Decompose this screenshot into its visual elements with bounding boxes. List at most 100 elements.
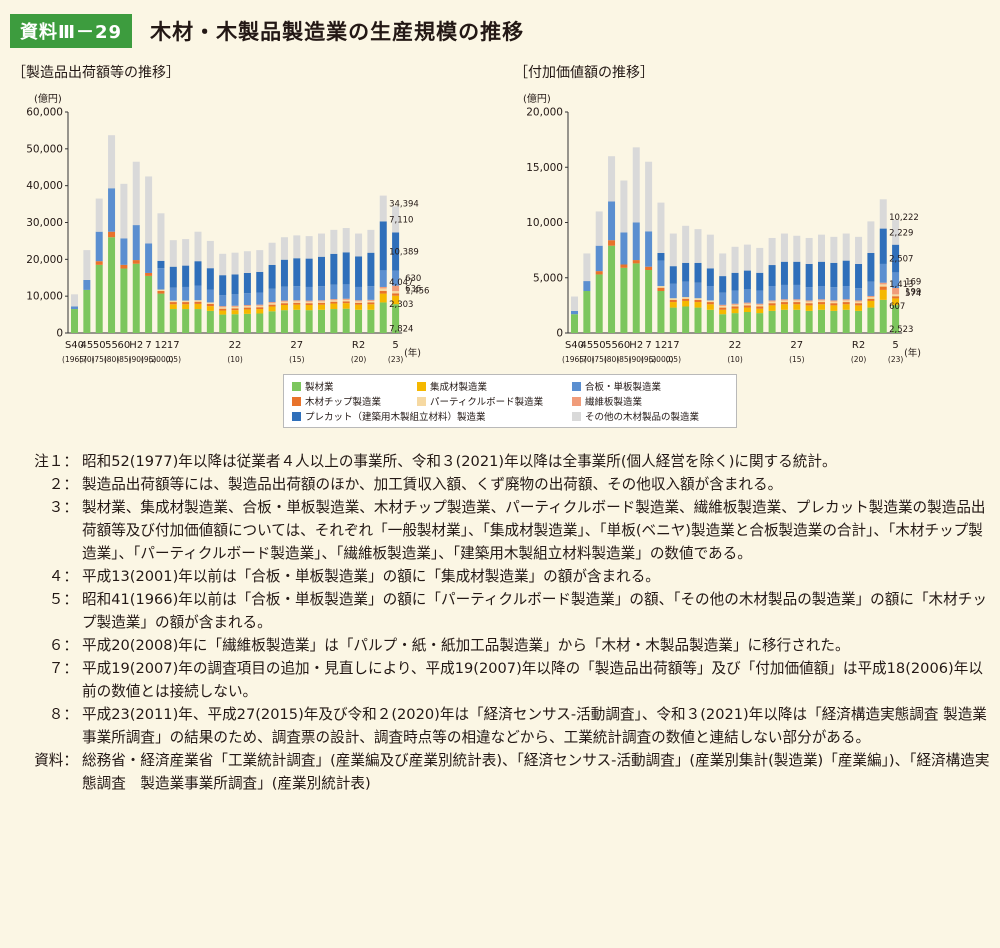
right-bar-segment-seizai	[645, 270, 653, 333]
left-bar-segment-shuseizai	[268, 306, 276, 312]
left-value-label-particle: 630	[405, 274, 421, 284]
right-x-tick-label: 55	[605, 340, 618, 351]
legend-item-shuseizai: 集成材製造業	[417, 379, 487, 393]
left-bar-segment-other	[219, 253, 227, 276]
right-bar-segment-gohan	[768, 286, 776, 301]
right-bar-segment-seni	[892, 288, 900, 295]
right-bar-segment-seni	[793, 299, 801, 301]
left-bar-segment-chip	[219, 308, 227, 311]
left-bar-segment-gohan	[268, 288, 276, 303]
right-value-label-chip: 199	[905, 287, 921, 297]
left-bar-segment-chip	[108, 231, 116, 238]
note-text: 平成13(2001)年以前は「合板・単板製造業」の額に「集成材製造業」の額が含ま…	[82, 568, 660, 585]
right-bar-segment-other	[855, 236, 863, 264]
note-label: ２：	[48, 476, 78, 493]
right-bar-segment-shuseizai	[867, 300, 875, 308]
left-bar-segment-seizai	[219, 314, 227, 333]
left-y-tick-label: 30,000	[26, 217, 63, 229]
left-value-label-total: 34,394	[389, 199, 419, 209]
left-bar-segment-seni	[280, 300, 288, 302]
right-bar-segment-particle	[731, 304, 739, 307]
right-bar-segment-other	[595, 211, 603, 246]
right-x-tick-sublabel: (15)	[789, 355, 804, 364]
left-bar-segment-chip	[268, 304, 276, 307]
note-item: ７： 平成19(2007)年の調査項目の追加・見直しにより、平成19(2007)年…	[10, 657, 992, 703]
right-bar-segment-shuseizai	[694, 302, 702, 308]
left-bar-segment-shuseizai	[169, 304, 177, 310]
right-bar-segment-shuseizai	[879, 289, 887, 300]
right-stacked-bar-chart: 0 5,000 10,000 15,000 20,000 S40 (1965) 45 (70) 5…	[526, 107, 921, 365]
legend-swatch-seni	[572, 396, 581, 406]
right-bar-segment-gohan	[867, 281, 875, 296]
right-bar-segment-chip	[780, 302, 788, 305]
left-bar-segment-precut	[305, 258, 313, 287]
legend-item-precut: プレカット（建築用木製組立材料）製造業	[292, 409, 486, 423]
right-x-tick-sublabel: (85)	[616, 355, 631, 364]
legend-item-seizai: 製材業	[292, 379, 334, 393]
right-bar-segment-particle	[682, 297, 690, 299]
right-bar-segment-chip	[682, 298, 690, 301]
note-item: ８： 平成23(2011)年、平成27(2015)年及び令和２(2020)年は「経…	[10, 703, 992, 749]
right-bar-segment-other	[743, 244, 751, 271]
left-bar-segment-seizai	[243, 313, 251, 333]
right-bar-segment-gohan	[608, 201, 616, 241]
note-item: ２： 製造品出荷額等には、製造品出荷額のほか、加工賃収入額、くず廃物の出荷額、その…	[10, 473, 992, 496]
left-bar-segment-seizai	[132, 263, 140, 333]
left-bar-segment-chip	[157, 291, 165, 294]
left-bar-segment-gohan	[194, 285, 202, 301]
right-bar-segment-particle	[768, 301, 776, 304]
right-value-label-particle: 169	[905, 277, 921, 287]
left-bar-segment-chip	[379, 291, 387, 294]
left-bar-segment-chip	[194, 301, 202, 304]
left-bar-segment-particle	[379, 288, 387, 292]
left-bar-segment-particle	[330, 300, 338, 302]
right-bar-segment-seizai	[867, 307, 875, 333]
right-bar-segment-particle	[669, 298, 677, 300]
right-value-label-shuseizai: 607	[889, 302, 905, 312]
left-bar-segment-shuseizai	[367, 304, 375, 310]
right-bar-segment-gohan	[892, 272, 900, 289]
note-text: 昭和41(1966)年以前は「合板・単板製造業」の額に「パーティクルボード製造業…	[82, 591, 987, 631]
left-bar-segment-other	[71, 294, 78, 307]
right-year-unit-label: (年)	[904, 347, 921, 359]
left-x-tick-sublabel: (2000)	[148, 355, 173, 364]
right-bar-segment-gohan	[620, 232, 628, 265]
right-y-tick-label: 5,000	[533, 272, 563, 284]
right-value-label-seizai: 2,523	[889, 325, 913, 335]
left-bar-segment-gohan	[83, 279, 91, 290]
left-bar-segment-chip	[305, 303, 313, 306]
left-bar-segment-shuseizai	[256, 309, 264, 314]
right-bar-segment-shuseizai	[818, 304, 825, 310]
left-bar-segment-chip	[392, 293, 400, 296]
right-bar-segment-precut	[867, 252, 875, 282]
left-bar-segment-seizai	[120, 268, 128, 333]
figure-badge: 資料Ⅲ－29	[10, 14, 133, 48]
right-bar-segment-precut	[719, 276, 727, 293]
right-x-tick-label: 17	[667, 340, 680, 351]
right-bar-segment-chip	[620, 264, 628, 268]
right-x-tick-label: R2	[852, 340, 865, 351]
left-bar-segment-seizai	[367, 309, 375, 333]
left-bar-segment-other	[231, 252, 239, 275]
left-stacked-bar-chart: 0 10,000 20,000 30,000 40,000 50,000 60,000 S40…	[26, 107, 429, 365]
left-bar-segment-precut	[379, 221, 387, 271]
left-bar-segment-other	[268, 242, 276, 265]
left-bar-segment-seizai	[71, 309, 78, 333]
right-bar-segment-other	[608, 156, 616, 202]
right-bar-segment-seni	[842, 299, 850, 301]
page-title: 木材・木製品製造業の生産規模の推移	[150, 20, 525, 44]
left-x-tick-sublabel: (05)	[166, 355, 181, 364]
right-bar-segment-precut	[818, 261, 825, 287]
left-bar-segment-precut	[280, 259, 288, 287]
right-bar-segment-seizai	[830, 310, 838, 333]
left-bar-segment-seizai	[268, 311, 276, 333]
note-text: 平成20(2008)年に「繊維板製造業」は「パルプ・紙・紙加工品製造業」から「木…	[82, 637, 850, 654]
left-bar-segment-chip	[182, 302, 190, 305]
left-bar-segment-shuseizai	[305, 305, 313, 311]
note-text: 総務省・経済産業省「工業統計調査」(産業編及び産業別統計表)、「経済センサス-活…	[82, 752, 990, 792]
note-label: 注１：	[34, 453, 78, 470]
left-bar-segment-shuseizai	[293, 304, 301, 310]
left-bar-segment-other	[206, 240, 214, 269]
legend-swatch-other	[572, 411, 581, 421]
right-bar-segment-shuseizai	[892, 298, 900, 306]
